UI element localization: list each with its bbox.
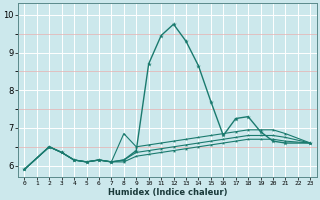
X-axis label: Humidex (Indice chaleur): Humidex (Indice chaleur)	[108, 188, 227, 197]
